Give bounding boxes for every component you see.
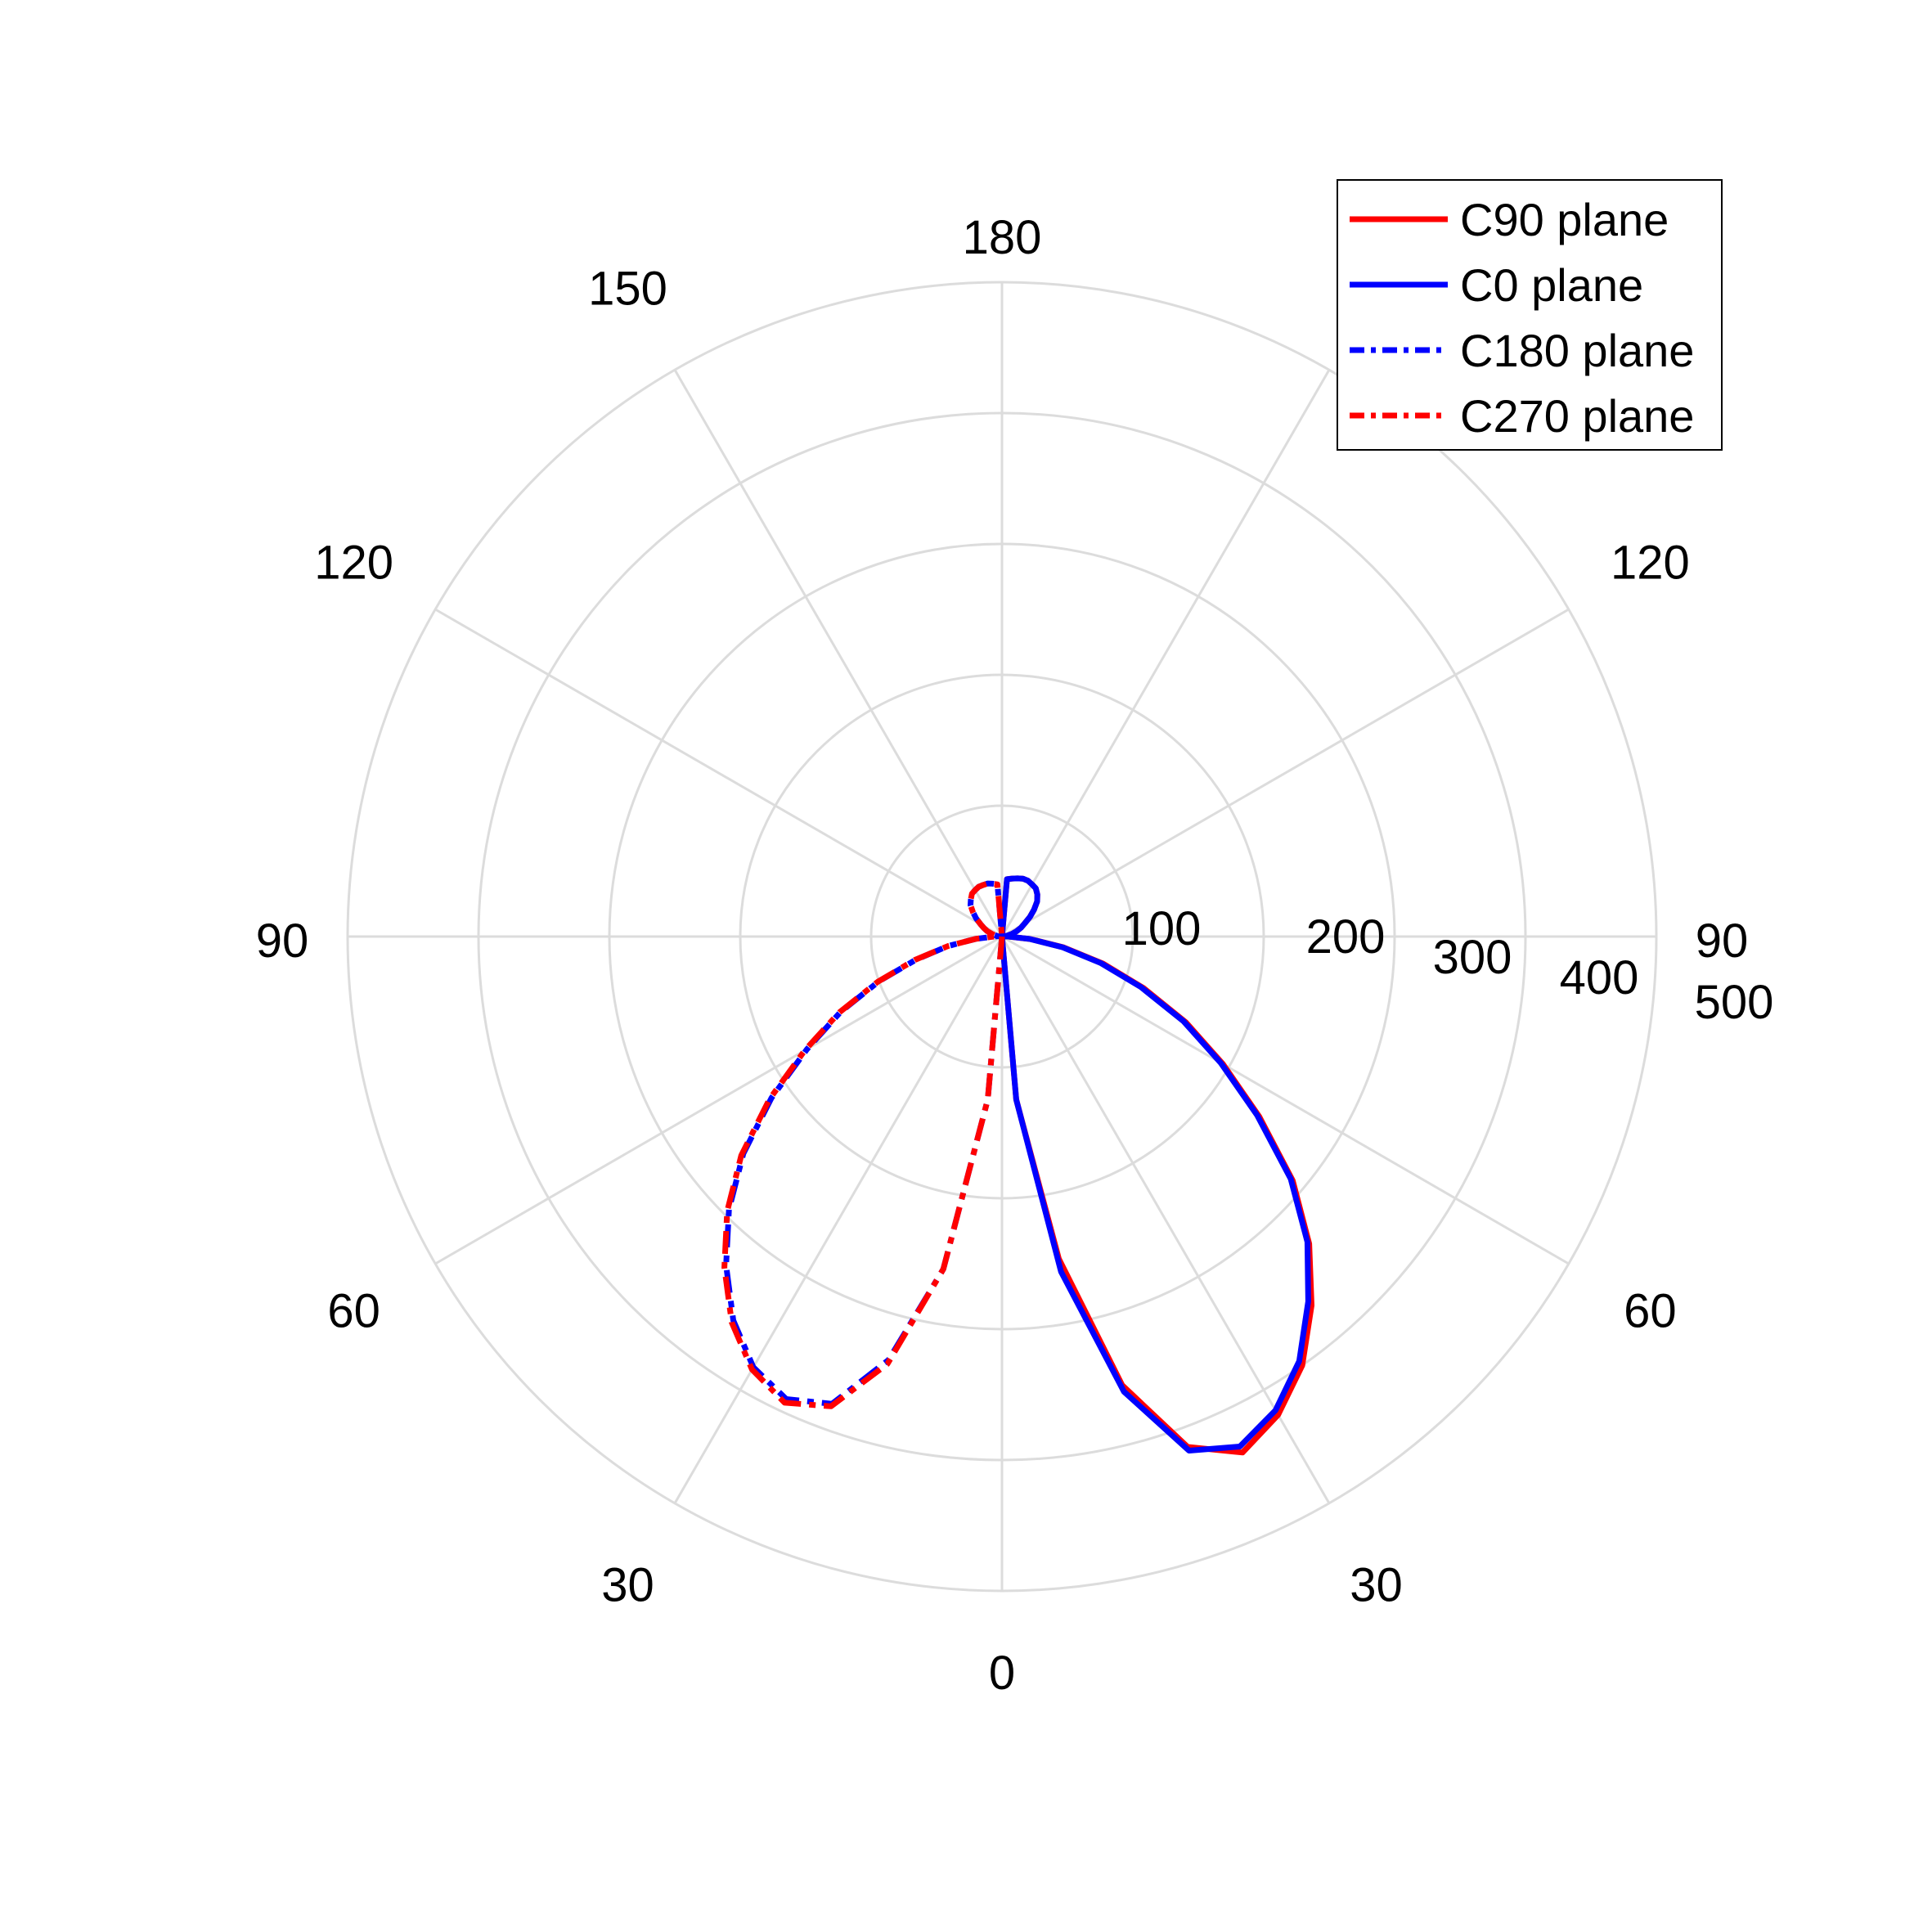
angle-tick-label: 180 xyxy=(963,211,1042,264)
legend-label: C270 plane xyxy=(1460,390,1694,442)
grid-spoke xyxy=(434,935,1003,1265)
legend: C90 plane C0 plane C180 plane C270 plane xyxy=(1337,179,1723,451)
legend-label: C0 plane xyxy=(1460,259,1643,311)
legend-label: C180 plane xyxy=(1460,325,1694,376)
angle-tick-label: 0 xyxy=(989,1647,1015,1700)
radial-tick-label-400: 400 xyxy=(1560,951,1639,1004)
grid-spoke xyxy=(434,608,1003,938)
angle-tick-label: 120 xyxy=(314,537,393,590)
radial-tick-label-200: 200 xyxy=(1306,910,1386,964)
grid-spoke xyxy=(1001,935,1570,1265)
grid-spoke xyxy=(673,936,1004,1504)
angle-tick-labels: 0306090120150180306090120150 xyxy=(256,211,1749,1700)
series-line-c270-plane xyxy=(721,880,1005,1409)
legend-label: C90 plane xyxy=(1460,194,1669,245)
angle-tick-label: 120 xyxy=(1611,537,1690,590)
radial-tick-label-500: 500 xyxy=(1695,976,1774,1029)
radial-tick-labels: 100 200 300 400 500 xyxy=(1122,902,1774,1029)
grid-spoke xyxy=(1001,608,1570,938)
series-curves xyxy=(721,875,1314,1456)
angle-tick-label: 30 xyxy=(601,1558,654,1611)
angle-tick-label: 60 xyxy=(1624,1285,1677,1338)
angle-tick-label: 30 xyxy=(1350,1558,1403,1611)
angle-tick-label: 60 xyxy=(327,1285,380,1338)
angle-tick-label: 90 xyxy=(1696,914,1749,968)
radial-tick-label-100: 100 xyxy=(1122,902,1202,955)
grid-spoke xyxy=(1000,369,1331,937)
radial-tick-label-300: 300 xyxy=(1433,931,1512,984)
legend-box xyxy=(1337,179,1723,451)
series-line-c0-plane xyxy=(999,875,1311,1453)
polar-grid xyxy=(346,281,1658,1593)
angle-tick-label: 90 xyxy=(256,914,309,968)
grid-spoke xyxy=(673,369,1004,937)
angle-tick-label: 150 xyxy=(588,263,667,316)
